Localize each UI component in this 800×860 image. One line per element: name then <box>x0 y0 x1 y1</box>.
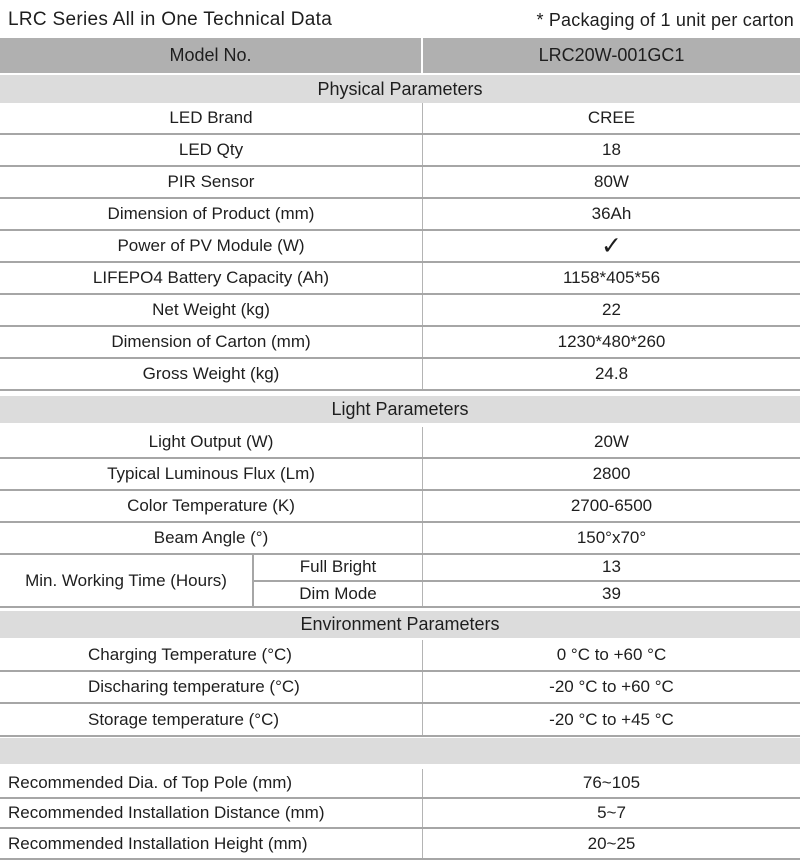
spec-value: 150°x70° <box>576 528 647 547</box>
spec-value: 0 °C to +60 °C <box>556 645 667 664</box>
spec-label: PIR Sensor <box>0 167 423 197</box>
spec-row: Beam Angle (°) 150°x70° <box>0 523 800 555</box>
spec-label: Light Output (W) <box>0 427 423 457</box>
spec-value: 39 <box>602 583 621 603</box>
spec-row: Net Weight (kg) 22 <box>0 295 800 327</box>
spec-label: Dimension of Carton (mm) <box>0 327 423 357</box>
working-time-subrows: Full Bright 13 Dim Mode 39 <box>254 555 800 606</box>
page-title: LRC Series All in One Technical Data <box>8 9 333 30</box>
spec-row: Dim Mode 39 <box>254 581 800 606</box>
spec-row: Recommended Installation Distance (mm) 5… <box>0 799 800 829</box>
spec-value: 13 <box>602 557 621 577</box>
spec-label: Recommended Dia. of Top Pole (mm) <box>0 769 423 797</box>
title-bar: LRC Series All in One Technical Data * P… <box>0 0 800 38</box>
spec-row: Light Output (W) 20W <box>0 427 800 459</box>
spec-value: 5~7 <box>597 803 626 822</box>
spec-row: Dimension of Product (mm) 36Ah <box>0 199 800 231</box>
spec-row: LIFEPO4 Battery Capacity (Ah) 1158*405*5… <box>0 263 800 295</box>
spec-row: Recommended Dia. of Top Pole (mm) 76~105 <box>0 769 800 799</box>
spec-value: 36Ah <box>591 204 632 223</box>
spec-value: 22 <box>602 300 621 319</box>
spec-label: LED Qty <box>0 135 423 165</box>
model-value: LRC20W-001GC1 <box>538 45 685 65</box>
spec-label: LIFEPO4 Battery Capacity (Ah) <box>0 263 423 293</box>
spec-label: Dim Mode <box>254 581 423 606</box>
spec-value: ✓ <box>423 231 800 261</box>
spec-label: Power of PV Module (W) <box>0 231 423 261</box>
section-heading-environment: Environment Parameters <box>0 611 800 638</box>
packaging-note: * Packaging of 1 unit per carton <box>536 9 794 30</box>
spec-row: Charging Temperature (°C) 0 °C to +60 °C <box>0 640 800 672</box>
model-row: Model No. LRC20W-001GC1 <box>0 38 800 73</box>
spec-label: Full Bright <box>254 555 423 580</box>
spec-label: Storage temperature (°C) <box>0 704 423 735</box>
spec-row: Storage temperature (°C) -20 °C to +45 °… <box>0 704 800 737</box>
spec-value: 24.8 <box>594 364 629 383</box>
spec-label: Recommended Installation Distance (mm) <box>0 799 423 827</box>
spec-value: -20 °C to +45 °C <box>549 709 674 729</box>
spec-row: Typical Luminous Flux (Lm) 2800 <box>0 459 800 491</box>
spec-value: 2700-6500 <box>570 496 653 515</box>
spec-row: Discharing temperature (°C) -20 °C to +6… <box>0 672 800 704</box>
spec-label: Color Temperature (K) <box>0 491 423 521</box>
section-heading-physical: Physical Parameters <box>0 75 800 103</box>
spec-label: Recommended Installation Height (mm) <box>0 829 423 858</box>
spec-label: LED Brand <box>0 103 423 133</box>
section-heading-light: Light Parameters <box>0 396 800 423</box>
spec-value: 1230*480*260 <box>557 332 666 351</box>
spec-value: 1158*405*56 <box>562 268 661 287</box>
spec-row: Power of PV Module (W) ✓ <box>0 231 800 263</box>
spec-row: Color Temperature (K) 2700-6500 <box>0 491 800 523</box>
spec-value: 2800 <box>592 464 631 483</box>
spec-label: Dimension of Product (mm) <box>0 199 423 229</box>
spec-row: PIR Sensor 80W <box>0 167 800 199</box>
spec-row: Recommended Installation Height (mm) 20~… <box>0 829 800 860</box>
spec-value: 18 <box>602 140 621 159</box>
spec-value: 20W <box>594 432 629 451</box>
model-label: Model No. <box>0 38 423 73</box>
spec-value: 20~25 <box>587 833 636 853</box>
spec-row: LED Qty 18 <box>0 135 800 167</box>
spec-label: Typical Luminous Flux (Lm) <box>0 459 423 489</box>
spec-value: 80W <box>594 172 629 191</box>
spec-row: LED Brand CREE <box>0 103 800 135</box>
spec-value: CREE <box>587 108 636 127</box>
working-time-row: Min. Working Time (Hours) Full Bright 13… <box>0 555 800 608</box>
spec-label: Beam Angle (°) <box>0 523 423 553</box>
spec-label: Discharing temperature (°C) <box>0 672 423 702</box>
spec-label: Charging Temperature (°C) <box>0 640 423 670</box>
checkmark-icon: ✓ <box>601 231 622 260</box>
spec-row: Full Bright 13 <box>254 555 800 582</box>
spec-label: Net Weight (kg) <box>0 295 423 325</box>
spec-value: -20 °C to +60 °C <box>549 677 674 696</box>
empty-section-band <box>0 738 800 764</box>
spec-value: 76~105 <box>582 773 641 792</box>
spec-label: Gross Weight (kg) <box>0 359 423 389</box>
spec-row: Gross Weight (kg) 24.8 <box>0 359 800 391</box>
spec-row: Dimension of Carton (mm) 1230*480*260 <box>0 327 800 359</box>
working-time-label: Min. Working Time (Hours) <box>0 555 254 606</box>
